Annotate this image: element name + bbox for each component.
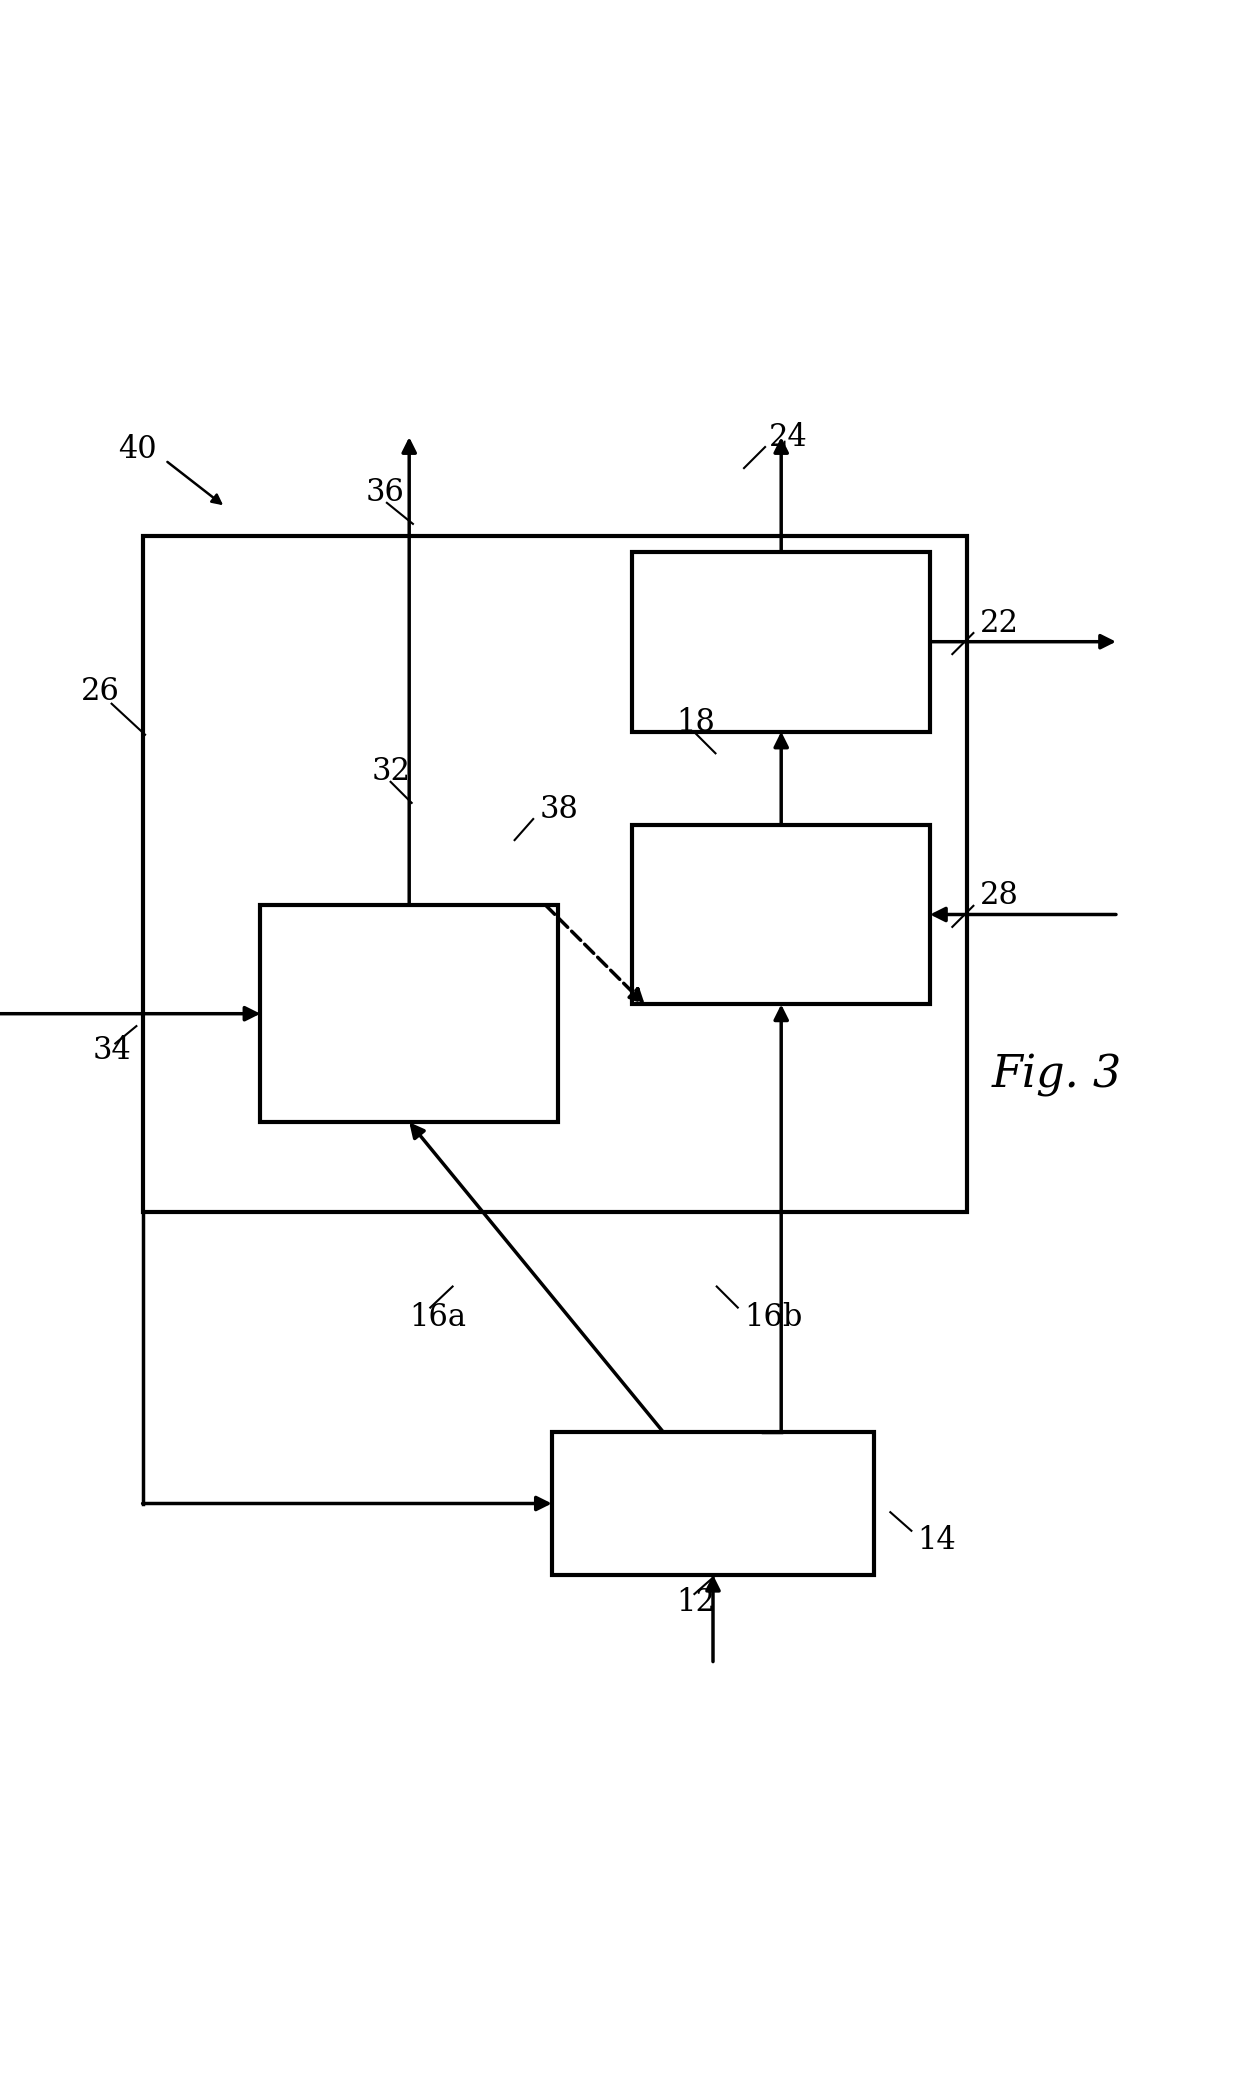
Text: 26: 26 [81,675,119,706]
Bar [632,552,930,731]
Text: 16a: 16a [409,1302,466,1333]
Text: 22: 22 [980,609,1018,638]
Text: 28: 28 [980,881,1018,912]
Bar [143,536,967,1213]
Bar [632,825,930,1005]
Text: 18: 18 [676,706,714,737]
Text: 14: 14 [918,1525,956,1556]
Bar [552,1433,874,1574]
Text: 24: 24 [769,422,807,453]
Text: 34: 34 [93,1036,131,1066]
Text: 40: 40 [118,434,156,465]
Text: 16b: 16b [744,1302,802,1333]
Text: 12: 12 [676,1587,714,1618]
Bar [260,906,558,1122]
Text: 36: 36 [366,478,404,509]
Text: 38: 38 [539,793,578,825]
Text: Fig. 3: Fig. 3 [992,1055,1122,1097]
Text: 32: 32 [372,756,410,787]
